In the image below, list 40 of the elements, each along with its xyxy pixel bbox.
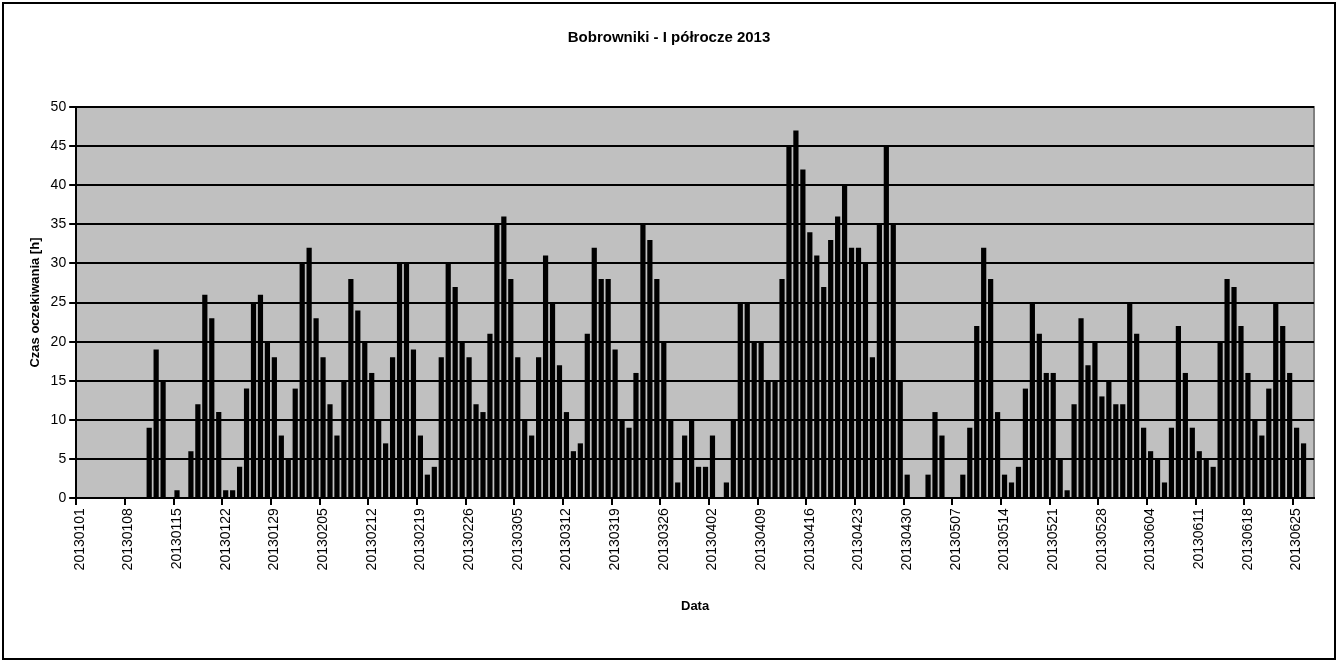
x-tick-label: 20130115 <box>167 507 184 570</box>
y-tick-label: 40 <box>50 176 67 193</box>
y-tick-label: 0 <box>58 488 67 505</box>
y-tick-label: 10 <box>50 410 67 427</box>
y-tick-label: 30 <box>50 254 67 271</box>
x-tick-label: 20130219 <box>411 507 428 571</box>
x-tick-label: 20130604 <box>1141 507 1158 571</box>
y-tick-label: 15 <box>50 371 67 388</box>
x-tick-label: 20130108 <box>119 507 136 571</box>
x-tick-label: 20130305 <box>508 507 525 571</box>
y-tick-label: 50 <box>50 97 67 114</box>
x-tick-label: 20130101 <box>70 507 87 571</box>
y-axis-title: Czas oczekiwania [h] <box>27 237 43 368</box>
x-tick-label: 20130319 <box>605 507 622 571</box>
x-tick-label: 20130521 <box>1044 507 1061 571</box>
x-tick-label: 20130226 <box>459 507 476 571</box>
x-tick-label: 20130129 <box>265 507 282 571</box>
x-tick-label: 20130326 <box>654 507 671 571</box>
x-tick-label: 20130611 <box>1190 507 1207 570</box>
y-tick-label: 25 <box>50 293 67 310</box>
x-tick-label: 20130430 <box>898 507 915 571</box>
y-tick-label: 20 <box>50 332 67 349</box>
y-tick-label: 35 <box>50 215 67 232</box>
x-axis-title: Data <box>680 597 710 613</box>
x-tick-label: 20130514 <box>995 507 1012 571</box>
x-tick-label: 20130409 <box>752 507 769 571</box>
x-tick-label: 20130528 <box>1092 507 1109 571</box>
x-tick-label: 20130423 <box>849 507 866 571</box>
x-tick-label: 20130402 <box>703 507 720 571</box>
x-tick-label: 20130312 <box>557 507 574 571</box>
x-tick-label: 20130416 <box>800 507 817 571</box>
x-tick-label: 20130212 <box>362 507 379 571</box>
y-tick-label: 5 <box>58 449 67 466</box>
x-tick-label: 20130507 <box>946 507 963 571</box>
x-tick-label: 20130618 <box>1238 507 1255 571</box>
y-tick-label: 45 <box>50 136 67 153</box>
chart-title: Bobrowniki - I półrocze 2013 <box>567 28 771 46</box>
x-tick-label: 20130625 <box>1287 507 1304 571</box>
x-tick-label: 20130122 <box>216 507 233 571</box>
x-tick-label: 20130205 <box>313 507 330 571</box>
